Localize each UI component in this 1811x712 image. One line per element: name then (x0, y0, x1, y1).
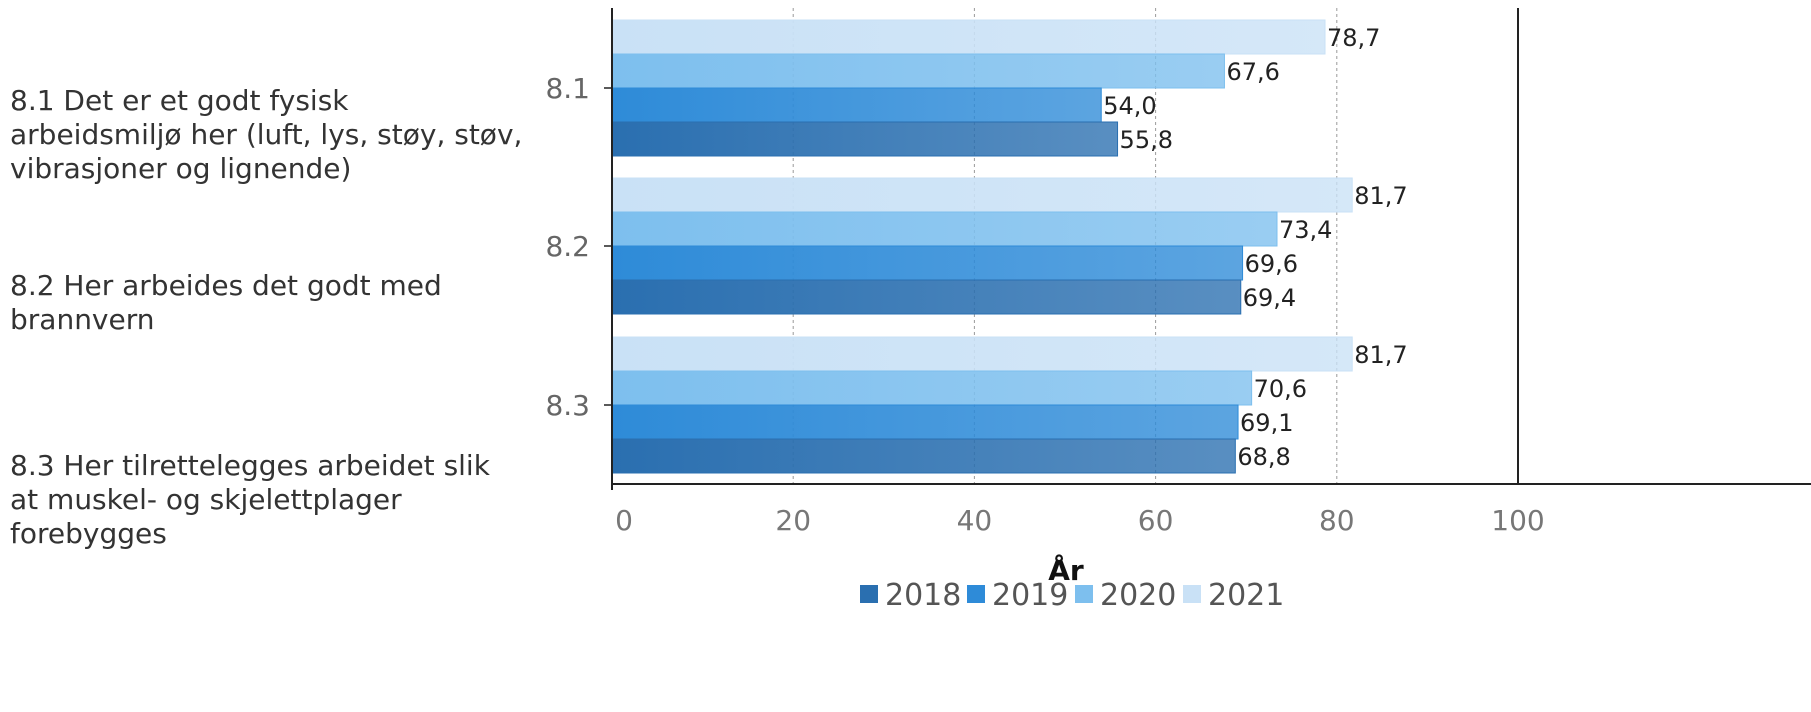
legend-item-2021: 2021 (1208, 578, 1284, 613)
data-label-2020-8.1: 67,6 (1226, 58, 1279, 86)
legend-swatch-2018 (860, 585, 878, 603)
bar-2020-8.1 (611, 53, 1225, 89)
question-text-8.2: 8.2 Her arbeides det godt med brannvern (10, 269, 442, 336)
bar-2019-8.3 (611, 404, 1239, 440)
bar-2018-8.2 (611, 279, 1242, 315)
x-tick-0: 0 (615, 504, 633, 537)
category-tick-labels: 8.1 8.2 8.3 (545, 72, 612, 422)
data-label-2021-8.3: 81,7 (1354, 341, 1407, 369)
question-text-8.3: 8.3 Her tilrettelegges arbeidet slik at m… (10, 449, 491, 550)
data-label-2018-8.1: 55,8 (1120, 126, 1173, 154)
x-tick-60: 60 (1138, 504, 1174, 537)
category-tick-8.1: 8.1 (545, 72, 590, 105)
question-text-8.1: 8.1 Det er et godt fysisk arbeidsmiljø he… (10, 84, 522, 185)
legend-swatch-2020 (1075, 585, 1093, 603)
data-label-2019-8.1: 54,0 (1103, 92, 1156, 120)
bar-2021-8.3 (611, 336, 1353, 372)
bar-2021-8.1 (611, 19, 1326, 55)
category-tick-8.3: 8.3 (545, 389, 590, 422)
bar-2018-8.1 (611, 121, 1119, 157)
data-label-2018-8.3: 68,8 (1237, 443, 1290, 471)
bar-2020-8.3 (611, 370, 1253, 406)
question-labels: 8.1 Det er et godt fysisk arbeidsmiljø he… (10, 84, 522, 550)
x-tick-labels: 0 20 40 60 80 100 (615, 504, 1545, 537)
legend-swatch-2021 (1183, 585, 1201, 603)
bar-2020-8.2 (611, 211, 1278, 247)
bar-2019-8.2 (611, 245, 1244, 281)
bars (611, 19, 1353, 474)
x-tick-100: 100 (1491, 504, 1544, 537)
legend-item-2020: 2020 (1100, 578, 1176, 613)
bar-2021-8.2 (611, 177, 1353, 213)
data-label-2020-8.2: 73,4 (1279, 216, 1332, 244)
data-labels: 78,7 67,6 54,0 55,8 81,7 73,4 69,6 69,4 81,7 70,6… (1103, 24, 1407, 471)
data-label-2021-8.2: 81,7 (1354, 182, 1407, 210)
x-tick-40: 40 (957, 504, 993, 537)
data-label-2018-8.2: 69,4 (1243, 284, 1296, 312)
data-label-2021-8.1: 78,7 (1327, 24, 1380, 52)
legend-title: År (1048, 553, 1084, 587)
category-tick-8.2: 8.2 (545, 230, 590, 263)
legend-item-2019: 2019 (992, 578, 1068, 613)
data-label-2019-8.2: 69,6 (1245, 250, 1298, 278)
legend-item-2018: 2018 (885, 578, 961, 613)
bar-2018-8.3 (611, 438, 1236, 474)
data-label-2020-8.3: 70,6 (1254, 375, 1307, 403)
data-label-2019-8.3: 69,1 (1240, 409, 1293, 437)
x-tick-20: 20 (775, 504, 811, 537)
legend-swatch-2019 (967, 585, 985, 603)
bar-2019-8.1 (611, 87, 1102, 123)
x-tick-80: 80 (1319, 504, 1355, 537)
legend: År 2018 2019 2020 2021 (860, 553, 1284, 613)
